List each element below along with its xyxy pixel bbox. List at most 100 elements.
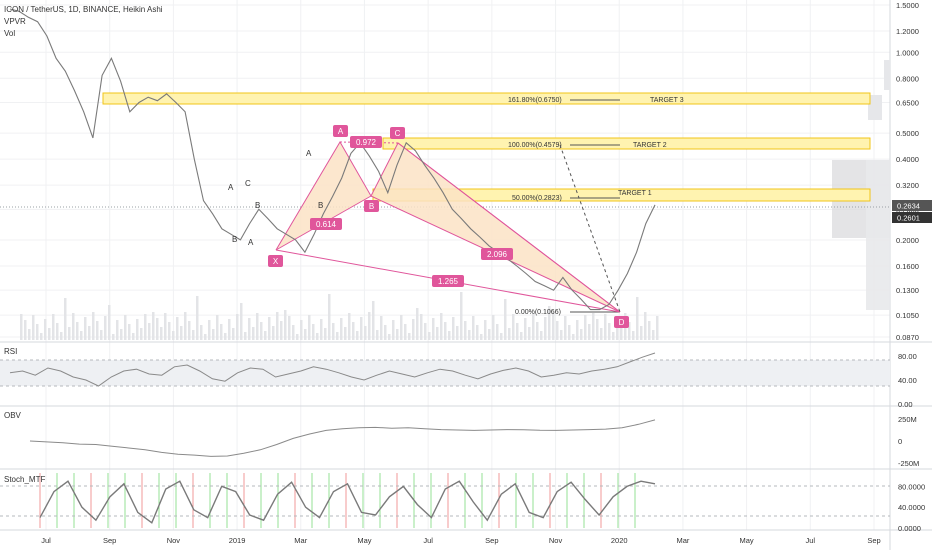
volume-bar (212, 329, 215, 340)
targets: 161.80%(0.6750) TARGET 3 100.00%(0.4579)… (0, 92, 890, 316)
volume-bar (616, 318, 619, 340)
volume-bar (228, 319, 231, 340)
volume-bar (104, 316, 107, 340)
volume-bar (236, 314, 239, 340)
volume-bar (256, 313, 259, 340)
volume-bar (252, 327, 255, 340)
price-series (9, 8, 656, 311)
time-tick: Jul (41, 536, 51, 545)
obv-tick: -250M (898, 459, 919, 468)
volume-bar (96, 321, 99, 340)
price-tick: 1.2000 (896, 27, 919, 36)
volume-bar (336, 332, 339, 340)
fib-base-label: 0.00%(0.1066) (515, 309, 561, 316)
volume-bar (380, 316, 383, 340)
volume-bar (68, 327, 71, 340)
volume-bar (652, 330, 655, 340)
chart-header: ICON / TetherUS, 1D, BINANCE, Heikin Ash… (4, 5, 163, 38)
volume-bar (312, 324, 315, 340)
price-tick: 0.1600 (896, 262, 919, 271)
point-x-label: X (273, 257, 279, 266)
volume-bar (332, 323, 335, 340)
volume-bar (288, 316, 291, 340)
ratio-label: 0.972 (356, 138, 377, 147)
volume-bar (584, 315, 587, 340)
volume-bar (432, 318, 435, 340)
volume-bar (272, 326, 275, 340)
volume-bar (428, 332, 431, 340)
volume-bar (192, 330, 195, 340)
volume-bar (536, 322, 539, 340)
volume-bar (412, 319, 415, 340)
volume-bar (496, 324, 499, 340)
volume-bar (524, 318, 527, 340)
volume-bar (180, 326, 183, 340)
target-2-box (382, 137, 871, 150)
volume-bar (308, 315, 311, 340)
volume-bar (572, 334, 575, 340)
volume-bar (508, 328, 511, 340)
price-tick: 0.3200 (896, 181, 919, 190)
volume-bar (556, 321, 559, 340)
volume-bar (84, 317, 87, 340)
time-tick: Mar (676, 536, 689, 545)
volume-bar (384, 325, 387, 340)
volume-bar (128, 324, 131, 340)
volume-bar (160, 327, 163, 340)
volume-bar (440, 313, 443, 340)
volume-bar (420, 314, 423, 340)
volume-bar (188, 321, 191, 340)
target-1-label: TARGET 1 (618, 190, 652, 197)
symbol-title: ICON / TetherUS, 1D, BINANCE, Heikin Ash… (4, 5, 163, 14)
volume-bar (20, 314, 23, 340)
volume-bar (356, 331, 359, 340)
stoch-tick: 40.0000 (898, 503, 925, 512)
volume-bar (408, 333, 411, 340)
time-axis[interactable]: Jul Sep Nov 2019 Mar May Jul Sep Nov 2020 Mar May Ju… (41, 536, 880, 545)
wave-label: B (232, 235, 237, 244)
volume-bar (364, 326, 367, 340)
volume-bar (568, 325, 571, 340)
time-tick: Sep (103, 536, 116, 545)
price-tick: 0.5000 (896, 129, 919, 138)
volume-bar (168, 322, 171, 340)
point-b-label: B (369, 202, 374, 211)
volume-bar (632, 331, 635, 340)
stoch-marker-bars (39, 473, 636, 528)
volume-bar (476, 325, 479, 340)
obv-series (29, 419, 656, 457)
time-tick: Jul (806, 536, 816, 545)
time-tick: May (740, 536, 754, 545)
volume-bar (60, 332, 63, 340)
last-price-value: 0.2634 (897, 202, 920, 211)
stoch-tick: 0.0000 (898, 524, 921, 533)
volume-bar (32, 315, 35, 340)
volume-bar (596, 319, 599, 340)
volume-bar (196, 296, 199, 340)
time-tick: Nov (167, 536, 181, 545)
volume-bar (560, 330, 563, 340)
volume-bar (592, 313, 595, 340)
rsi-tick: 40.00 (898, 376, 917, 385)
volume-bar (576, 320, 579, 340)
volume-bar (24, 320, 27, 340)
volume-bar (296, 334, 299, 340)
volume-bar (184, 312, 187, 340)
volume-bar (76, 322, 79, 340)
volume-bar (456, 326, 459, 340)
wave-label: C (245, 179, 251, 188)
stoch-tick: 80.0000 (898, 482, 925, 491)
volume-bar (480, 334, 483, 340)
volume-bar (144, 314, 147, 340)
price-tick: 0.8000 (896, 74, 919, 83)
vol-indicator-label: Vol (4, 29, 15, 38)
volume-bar (540, 331, 543, 340)
volume-bar (292, 325, 295, 340)
ratio-label: 2.096 (487, 250, 508, 259)
target-3-fib: 161.80%(0.6750) (508, 97, 562, 104)
price-tick: 1.0000 (896, 48, 919, 57)
volume-bar (448, 331, 451, 340)
time-tick: 2020 (611, 536, 628, 545)
point-d-label: D (619, 318, 625, 327)
time-tick: May (357, 536, 371, 545)
